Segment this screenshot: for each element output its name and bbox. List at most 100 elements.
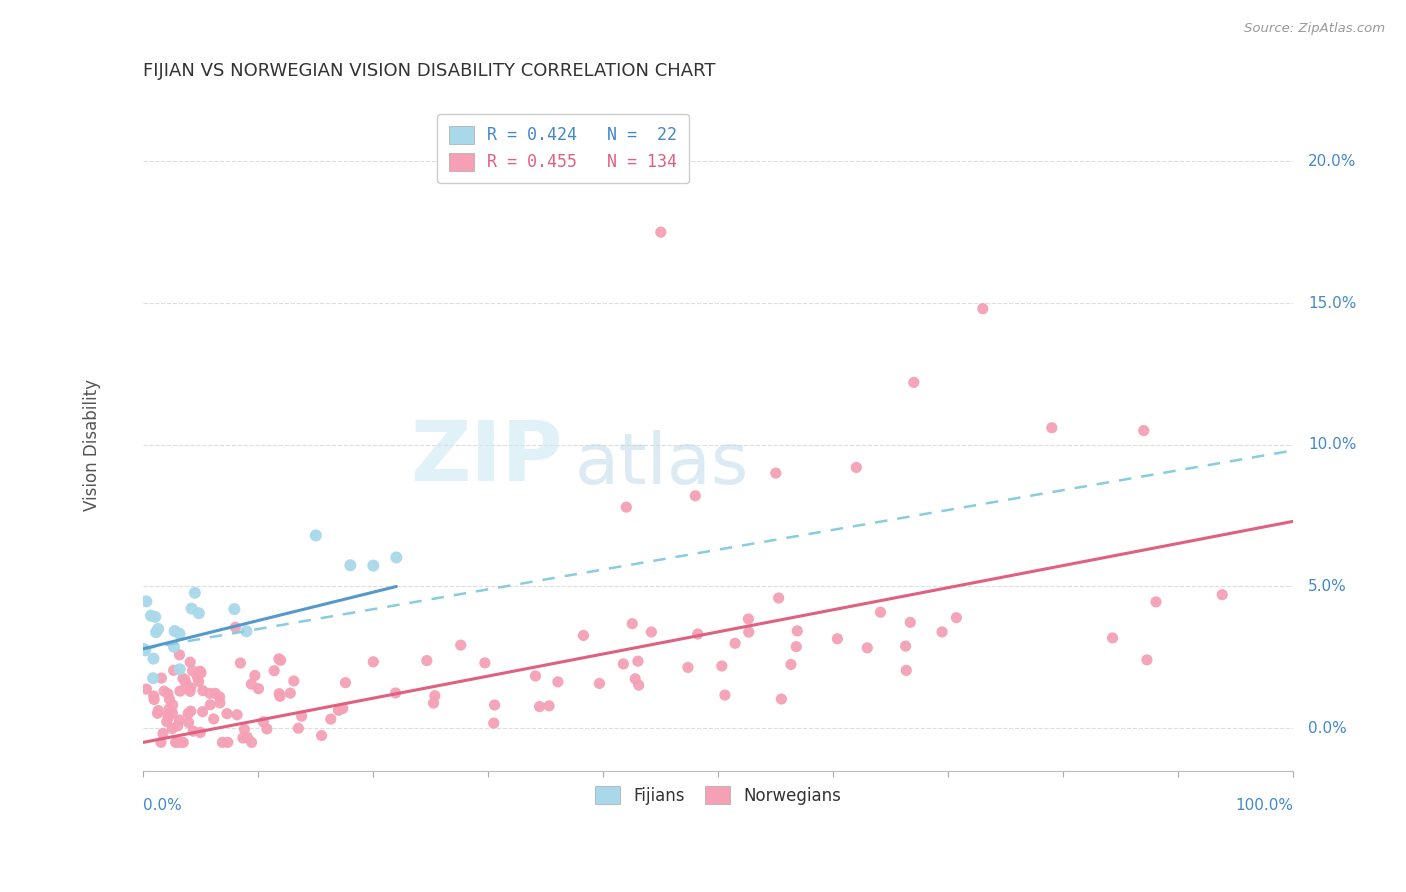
Point [150,735,173,749]
Point [179,655,201,669]
Point [450,638,472,652]
Point [270,653,292,667]
Point [770,692,793,706]
Point [572,628,595,642]
Point [588,676,610,690]
Point [363,558,385,573]
Point [165,735,187,749]
Point [627,654,650,668]
Point [524,669,547,683]
Point [204,686,226,700]
Point [856,640,879,655]
Point [676,660,699,674]
Point [780,657,803,672]
Point [621,616,644,631]
Point [142,671,165,685]
Text: atlas: atlas [575,430,749,499]
Point [896,664,918,678]
Point [157,710,180,724]
Point [612,657,634,671]
Point [177,715,200,730]
Point [153,684,176,698]
Point [139,608,162,623]
Point [737,612,759,626]
Point [156,708,179,723]
Point [1144,595,1167,609]
Point [894,639,917,653]
Text: 10.0%: 10.0% [1308,437,1357,452]
Point [162,663,184,677]
Point [211,735,233,749]
Point [287,721,309,735]
Point [311,729,333,743]
Point [240,677,263,691]
Point [482,716,505,731]
Point [184,586,207,600]
Point [226,707,249,722]
Point [278,686,301,700]
Point [186,669,208,683]
Point [845,460,868,475]
Point [640,625,662,640]
Point [142,689,165,703]
Point [169,626,191,640]
Point [190,665,212,680]
Point [174,673,197,687]
Point [614,500,637,515]
Point [765,466,787,480]
Point [156,714,179,729]
Point [252,714,274,729]
Point [538,698,561,713]
Point [1211,588,1233,602]
Point [134,643,156,657]
Point [188,665,211,679]
Point [624,672,647,686]
Point [786,624,808,638]
Point [163,624,186,638]
Point [157,702,180,716]
Point [738,625,761,640]
Point [187,606,209,620]
Point [1136,653,1159,667]
Point [159,692,181,706]
Point [385,550,408,565]
Point [142,651,165,665]
Point [236,731,259,745]
Point [170,735,193,749]
Point [169,684,191,698]
Point [529,699,551,714]
Point [188,725,211,739]
Point [208,696,231,710]
Point [135,594,157,608]
Point [191,705,214,719]
Text: 15.0%: 15.0% [1308,295,1357,310]
Point [177,706,200,721]
Point [319,712,342,726]
Point [215,706,238,721]
Point [328,703,350,717]
Point [172,735,194,749]
Text: 0.0%: 0.0% [1308,721,1347,736]
Point [169,648,191,662]
Point [162,698,184,712]
Point [162,722,184,736]
Point [305,528,328,542]
Point [233,723,256,737]
Point [156,687,179,701]
Point [187,674,209,689]
Point [339,558,361,573]
Point [132,642,155,657]
Point [714,688,737,702]
Point [768,591,790,605]
Point [547,674,569,689]
Text: FIJIAN VS NORWEGIAN VISION DISABILITY CORRELATION CHART: FIJIAN VS NORWEGIAN VISION DISABILITY CO… [143,62,716,79]
Point [1101,631,1123,645]
Point [363,655,385,669]
Point [148,704,170,718]
Point [146,622,169,636]
Text: ZIP: ZIP [411,417,562,499]
Point [224,602,246,616]
Point [180,601,202,615]
Point [166,735,188,749]
Point [263,664,285,678]
